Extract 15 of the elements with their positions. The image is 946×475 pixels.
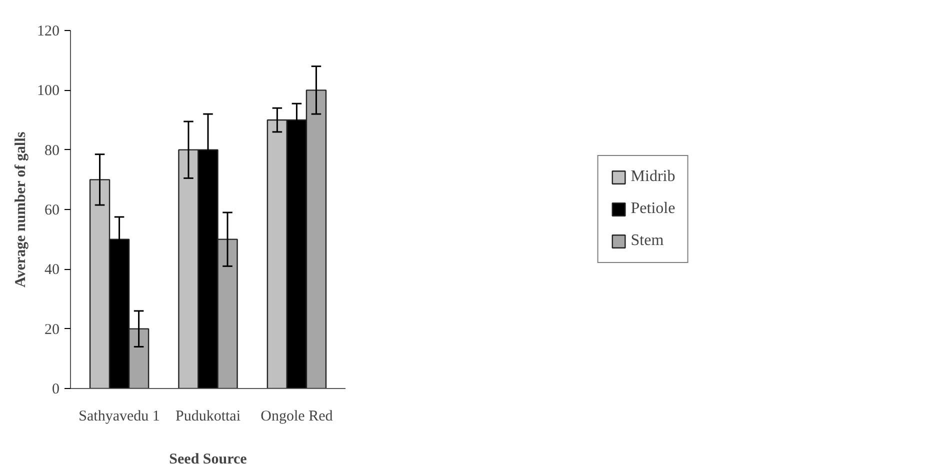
- x-tick-label: Pudukottai: [176, 408, 241, 424]
- y-tick-label: 20: [44, 322, 60, 338]
- legend-label: Petiole: [630, 200, 676, 218]
- y-tick-label: 80: [44, 142, 60, 159]
- y-tick-label: 60: [44, 202, 60, 218]
- y-tick-label: 120: [37, 24, 60, 40]
- legend-label: Midrib: [630, 168, 676, 186]
- x-tick-label: Ongole Red: [260, 408, 334, 424]
- y-tick-label: 100: [37, 83, 60, 100]
- y-tick-label: 40: [44, 262, 60, 278]
- y-tick-label: 0: [52, 382, 60, 398]
- legend-label: Stem: [630, 232, 664, 250]
- x-tick-label: Sathyavedu 1: [78, 408, 160, 424]
- y-axis-title: Average number of galls: [13, 132, 29, 288]
- x-axis-title: Seed Source: [169, 452, 248, 468]
